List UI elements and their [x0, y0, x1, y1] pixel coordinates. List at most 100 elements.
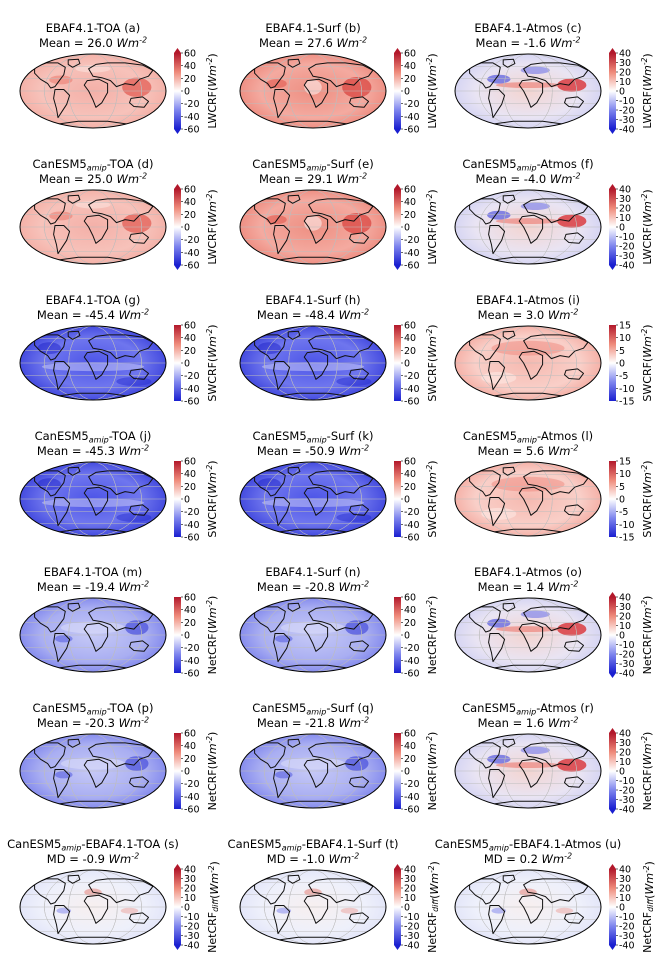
- colorbar-units: (: [426, 629, 439, 633]
- coastline-south-america: [273, 361, 291, 391]
- coastline-antarctica: [276, 392, 350, 397]
- coastline-australia: [129, 912, 149, 924]
- field-blob: [122, 213, 152, 233]
- colorbar-ramp: [394, 869, 401, 945]
- colorbar-tick-label: -20: [619, 106, 635, 117]
- colorbar-tick-label: 20: [184, 482, 196, 493]
- coastline-south-america: [53, 633, 71, 663]
- colorbar-units: (: [206, 494, 219, 498]
- panel-title: EBAF4.1-Surf (n): [265, 565, 360, 579]
- colorbar-tick-label: -40: [184, 656, 200, 667]
- colorbar-label: NetCRF(Wm-2): [425, 732, 439, 811]
- coastline-antarctica: [56, 528, 130, 533]
- field-blob: [495, 626, 561, 633]
- map-o: [455, 598, 601, 672]
- colorbar-tick-label: 40: [619, 593, 631, 604]
- colorbar-label: LWCRF(Wm-2): [640, 53, 654, 128]
- coastline-greenland: [67, 330, 81, 340]
- coastline-australia: [129, 640, 149, 652]
- colorbar-tick-label: 10: [619, 77, 631, 88]
- coastline-antarctica: [491, 528, 565, 533]
- graticule-line: [288, 190, 338, 264]
- coastline-north-america: [34, 606, 66, 633]
- panel-f: CanESM5amip-Atmos (f)Mean = -4.0 Wm-2 403…: [454, 157, 654, 272]
- map-n: [240, 598, 386, 672]
- colorbar-ramp: [174, 189, 181, 265]
- colorbar-tick-label: -30: [619, 795, 635, 806]
- colorbar-tick-label: 15: [619, 457, 631, 468]
- coastline-africa: [303, 214, 329, 244]
- coastline-north-america: [469, 198, 501, 225]
- colorbar-tick-label: 40: [404, 741, 416, 752]
- field-blob: [125, 756, 149, 771]
- colorbar-tick-label: 40: [184, 197, 196, 208]
- coastline-africa: [303, 486, 329, 516]
- panel-title: CanESM5amip-EBAF4.1-Atmos (u): [435, 837, 621, 853]
- panel-title: CanESM5amip-Surf (e): [252, 157, 373, 173]
- colorbar-extend-max: [609, 728, 616, 733]
- colorbar-units: (: [641, 223, 654, 227]
- colorbar-tick-label: -20: [404, 235, 420, 246]
- colorbar-units: (: [426, 358, 439, 362]
- colorbar-label: LWCRF(Wm-2): [640, 189, 654, 264]
- colorbar-tick-label: -15: [619, 397, 635, 408]
- graticule-line: [44, 462, 142, 536]
- colorbar-tick-label: 60: [184, 185, 196, 196]
- colorbar-tick-label: 0: [184, 903, 190, 914]
- coastline-south-america: [488, 361, 506, 391]
- coastline-greenland: [502, 466, 516, 476]
- colorbar-ramp: [174, 325, 181, 401]
- colorbar-tick-label: 60: [184, 321, 196, 332]
- graticule-line: [288, 54, 338, 128]
- coastline-south-america: [273, 633, 291, 663]
- coastline-north-america: [254, 606, 286, 633]
- colorbar-extend-min: [394, 265, 401, 270]
- map-border: [239, 869, 387, 945]
- coastline-north-america: [34, 198, 66, 225]
- panel-stat: Mean = -45.4 Wm-2: [37, 308, 149, 323]
- colorbar-tick-label: 60: [404, 457, 416, 468]
- coastline-north-america: [469, 334, 501, 361]
- colorbar-extend-max: [174, 48, 181, 53]
- colorbar-tick-label: -20: [184, 779, 200, 790]
- colorbar-extend-max: [609, 48, 616, 53]
- colorbar-tick-label: -60: [404, 805, 420, 816]
- colorbar-quantity-sub: diff: [211, 898, 220, 912]
- colorbar-units: (: [641, 494, 654, 498]
- colorbar-units: (: [428, 895, 441, 899]
- map-h: [240, 326, 386, 400]
- colorbar-tick-label: -30: [619, 115, 635, 126]
- panel-title: EBAF4.1-Atmos (c): [474, 21, 581, 35]
- colorbar-tick-label: -5: [619, 371, 628, 382]
- colorbar-tick-label: 40: [404, 197, 416, 208]
- colorbar-tick-label: 0: [404, 767, 410, 778]
- field-blob: [487, 74, 511, 84]
- coastline-south-america: [273, 89, 291, 119]
- colorbar-tick-label: 0: [619, 87, 625, 98]
- map-border: [454, 325, 602, 401]
- coastline-south-america: [488, 769, 506, 799]
- coastline-north-america: [469, 878, 501, 905]
- panel-stat: Mean = 27.6 Wm-2: [259, 36, 367, 51]
- colorbar-tick-label: -30: [619, 659, 635, 670]
- colorbar-tick-label: -40: [404, 656, 420, 667]
- colorbar-quantity-sub: diff: [646, 898, 655, 912]
- colorbar-label: LWCRF(Wm-2): [205, 53, 219, 128]
- coastline-antarctica: [491, 392, 565, 397]
- colorbar-tick-label: -30: [404, 931, 420, 942]
- colorbar-label: SWCRF(Wm-2): [205, 324, 219, 401]
- coastline-south-america: [488, 633, 506, 663]
- map-e: [240, 190, 386, 264]
- field-blob: [481, 371, 517, 384]
- colorbar-ramp: [394, 53, 401, 129]
- graticule-line: [264, 54, 362, 128]
- colorbar-units: (: [206, 358, 219, 362]
- colorbar-units: (: [643, 895, 656, 899]
- colorbar-tick-label: 60: [184, 593, 196, 604]
- map-u: [455, 870, 601, 944]
